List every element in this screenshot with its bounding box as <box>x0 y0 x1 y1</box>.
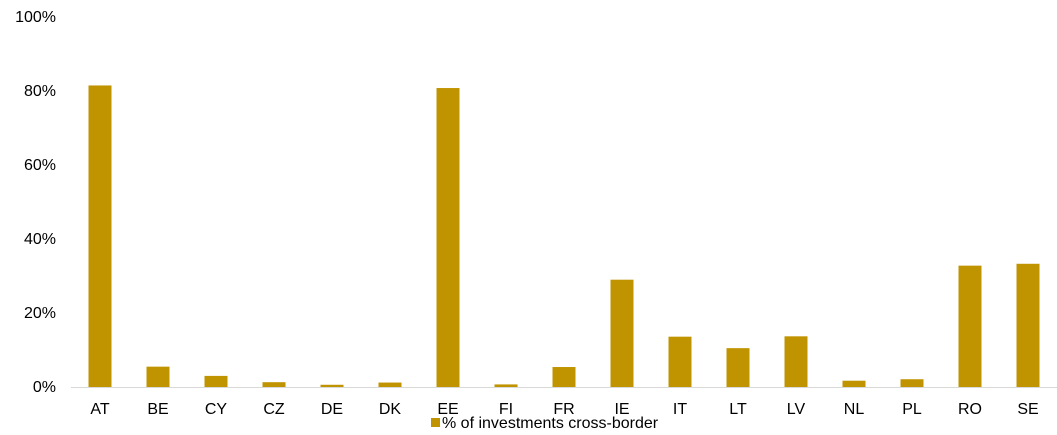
x-tick-label: RO <box>958 401 982 418</box>
x-tick-label: LV <box>787 401 806 418</box>
bar-dk <box>378 382 402 387</box>
bar-pl <box>900 379 924 387</box>
y-tick-label: 100% <box>15 9 56 26</box>
bar-de <box>320 384 344 387</box>
x-tick-label: FR <box>553 401 574 418</box>
x-tick-label: AT <box>90 401 109 418</box>
x-tick-label: BE <box>147 401 168 418</box>
x-tick-label: CZ <box>263 401 285 418</box>
legend-label: % of investments cross-border <box>442 415 659 430</box>
bar-fr <box>552 367 576 387</box>
bar-at <box>88 85 112 387</box>
x-tick-label: SE <box>1017 401 1038 418</box>
x-tick-label: LT <box>729 401 747 418</box>
x-tick-label: IE <box>614 401 629 418</box>
x-tick-label: IT <box>673 401 687 418</box>
y-tick-label: 0% <box>33 379 56 396</box>
bar-lv <box>784 336 808 387</box>
bar-it <box>668 336 692 387</box>
y-axis: 0% 20% 40% 60% 80% 100% <box>15 9 56 396</box>
bar-nl <box>842 380 866 387</box>
x-tick-label: DE <box>321 401 343 418</box>
bar-lt <box>726 348 750 387</box>
x-tick-label: EE <box>437 401 458 418</box>
x-tick-label: CY <box>205 401 228 418</box>
bar-fi <box>494 384 518 387</box>
bars <box>88 85 1040 387</box>
bar-ee <box>436 88 460 387</box>
bar-ro <box>958 265 982 387</box>
y-tick-label: 60% <box>24 157 56 174</box>
bar-be <box>146 366 170 387</box>
bar-ie <box>610 279 634 387</box>
bar-cz <box>262 382 286 387</box>
x-tick-label: DK <box>379 401 402 418</box>
x-axis: AT BE CY CZ DE DK EE FI FR IE IT LT LV NL PL RO SE <box>90 401 1038 418</box>
x-tick-label: NL <box>844 401 865 418</box>
bar-cy <box>204 375 228 387</box>
y-tick-label: 40% <box>24 231 56 248</box>
bar-se <box>1016 263 1040 387</box>
legend: % of investments cross-border <box>431 415 659 432</box>
x-tick-label: FI <box>499 401 513 418</box>
y-tick-label: 80% <box>24 83 56 100</box>
y-tick-label: 20% <box>24 305 56 322</box>
legend-swatch <box>431 418 440 427</box>
x-tick-label: PL <box>902 401 922 418</box>
